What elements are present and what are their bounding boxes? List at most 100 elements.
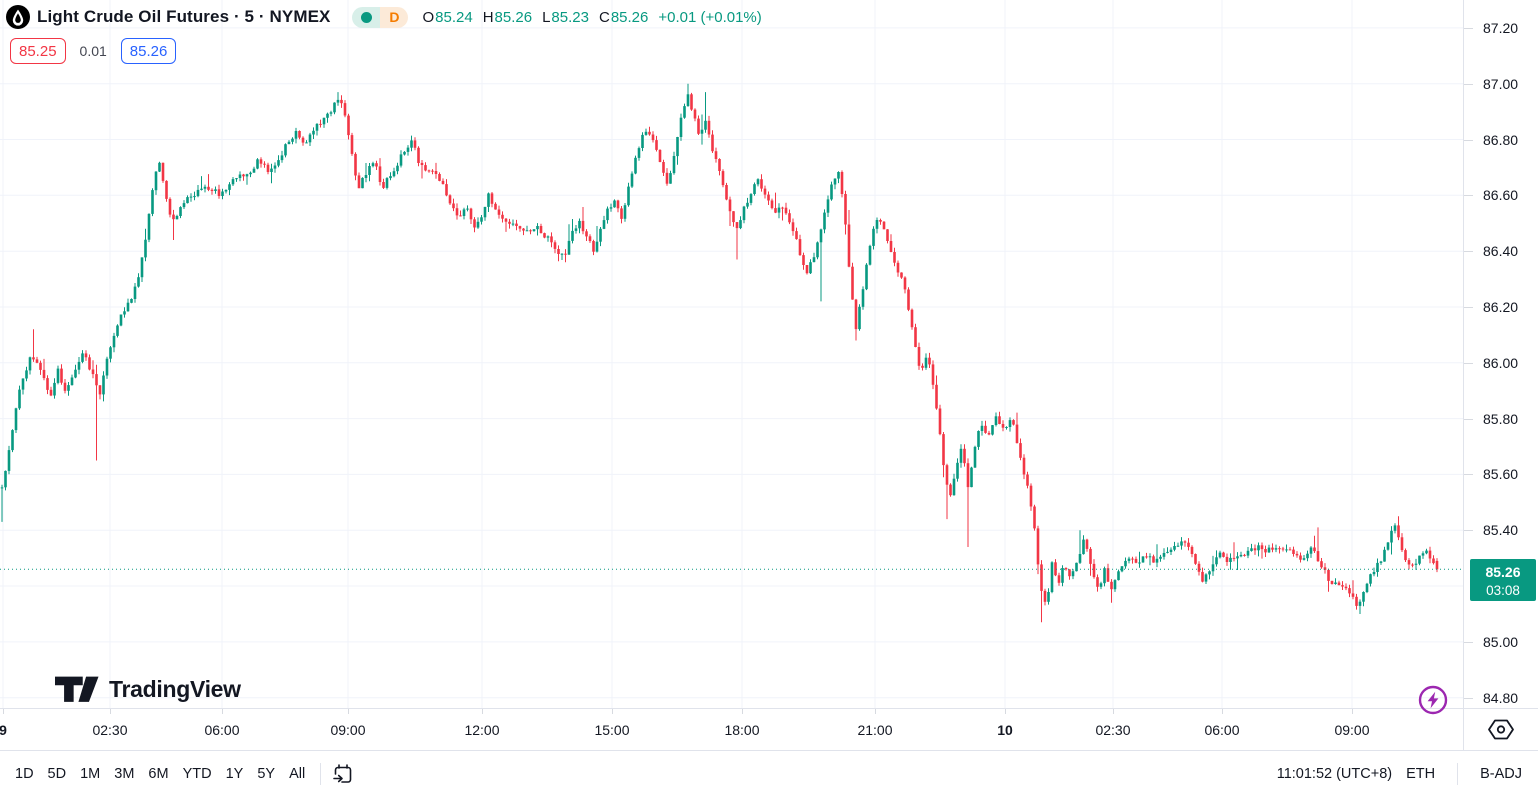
price-tick-label: 85.80	[1483, 411, 1519, 427]
interval-badge: D	[380, 6, 409, 28]
time-tick-label: 09:00	[330, 722, 366, 738]
range-button-3m[interactable]: 3M	[107, 762, 141, 786]
toolbar-divider-right	[1457, 763, 1459, 785]
time-tick-label: 18:00	[724, 722, 760, 738]
open-label: O	[422, 8, 435, 26]
close-value: 85.26	[610, 8, 649, 26]
time-tick-label: 9	[0, 722, 7, 738]
market-open-dot-icon	[360, 11, 372, 23]
session-toggle[interactable]: ETH	[1406, 766, 1436, 782]
sell-button[interactable]: 85.25	[10, 38, 66, 64]
time-tick	[348, 709, 349, 714]
time-tick	[875, 709, 876, 714]
clock-utc[interactable]: 11:01:52 (UTC+8)	[1276, 766, 1393, 782]
range-button-5d[interactable]: 5D	[41, 762, 74, 786]
time-tick-label: 10	[997, 722, 1013, 738]
time-tick-label: 15:00	[594, 722, 630, 738]
time-tick-label: 02:30	[92, 722, 128, 738]
change-value: +0.01 (+0.01%)	[658, 8, 762, 26]
time-tick	[110, 709, 111, 714]
time-tick-label: 02:30	[1095, 722, 1131, 738]
price-tick	[1464, 530, 1473, 531]
price-tick	[1464, 474, 1473, 475]
symbol-title[interactable]: Light Crude Oil Futures · 5 · NYMEX	[37, 7, 331, 26]
last-price-value: 85.26	[1485, 563, 1521, 580]
price-tick-label: 84.80	[1483, 690, 1519, 706]
time-tick	[742, 709, 743, 714]
price-tick	[1464, 363, 1473, 364]
time-tick-label: 06:00	[204, 722, 240, 738]
time-tick-label: 06:00	[1204, 722, 1240, 738]
open-value: 85.24	[435, 8, 473, 26]
watermark-text: TradingView	[109, 676, 241, 702]
price-tick-label: 86.00	[1483, 355, 1519, 371]
oil-drop-icon	[6, 5, 30, 29]
toolbar-separator	[0, 750, 1538, 751]
tradingview-logo-icon	[55, 676, 99, 702]
low-label: L	[542, 8, 551, 26]
range-button-1d[interactable]: 1D	[8, 762, 41, 786]
bar-countdown: 03:08	[1486, 582, 1520, 598]
price-tick	[1464, 195, 1473, 196]
go-to-date-button[interactable]	[329, 762, 358, 786]
range-button-1m[interactable]: 1M	[73, 762, 107, 786]
time-tick-label: 21:00	[857, 722, 893, 738]
price-tick	[1464, 28, 1473, 29]
last-price-label[interactable]: 85.26 03:08	[1470, 559, 1536, 601]
price-tick	[1464, 307, 1473, 308]
hexagon-eye-icon[interactable]	[1486, 718, 1516, 741]
time-tick	[1113, 709, 1114, 714]
boost-button[interactable]	[1418, 685, 1448, 715]
price-tick-label: 86.80	[1483, 132, 1519, 148]
toolbar-divider	[320, 763, 322, 785]
time-tick	[612, 709, 613, 714]
price-tick	[1464, 642, 1473, 643]
close-label: C	[598, 8, 610, 26]
chart-canvas[interactable]	[0, 0, 1463, 708]
price-tick	[1464, 84, 1473, 85]
range-button-all[interactable]: All	[282, 762, 312, 786]
market-status-interval-badge[interactable]: D	[352, 6, 409, 28]
price-tick-label: 87.20	[1483, 20, 1519, 36]
axis-corner	[1464, 709, 1538, 750]
price-tick-label: 86.60	[1483, 187, 1519, 203]
time-tick	[1352, 709, 1353, 714]
time-tick	[482, 709, 483, 714]
tradingview-watermark[interactable]: TradingView	[55, 676, 241, 703]
price-tick-label: 85.60	[1483, 466, 1519, 482]
range-button-ytd[interactable]: YTD	[176, 762, 219, 786]
range-button-1y[interactable]: 1Y	[219, 762, 251, 786]
bid-ask-row: 85.25 0.01 85.26	[10, 38, 762, 64]
price-tick-label: 85.40	[1483, 522, 1519, 538]
time-tick	[3, 709, 4, 714]
time-tick	[1222, 709, 1223, 714]
time-tick-label: 12:00	[464, 722, 500, 738]
price-axis[interactable]: 85.26 03:08 87.20 87.00 86.80 86.60 86.40 86.…	[1464, 0, 1538, 708]
low-value: 85.23	[551, 8, 589, 26]
spread-value: 0.01	[79, 43, 107, 59]
range-button-5y[interactable]: 5Y	[250, 762, 282, 786]
time-tick-label: 09:00	[1334, 722, 1370, 738]
price-tick-label: 87.00	[1483, 76, 1519, 92]
lightning-icon	[1418, 685, 1448, 715]
time-axis[interactable]: 9 02:30 06:00 09:00 12:00 15:00 18:00 21:00 10 02…	[0, 709, 1463, 750]
range-button-6m[interactable]: 6M	[141, 762, 175, 786]
buy-button[interactable]: 85.26	[120, 38, 177, 64]
time-axis-separator	[0, 708, 1538, 709]
bottom-toolbar: 1D 5D 1M 3M 6M YTD 1Y 5Y All 11:01:52 (U…	[0, 751, 1538, 797]
candlestick-chart[interactable]	[0, 0, 1463, 708]
market-status	[352, 6, 381, 28]
time-tick	[222, 709, 223, 714]
price-tick	[1464, 419, 1473, 420]
price-tick	[1464, 698, 1473, 699]
calendar-arrow-icon	[333, 764, 352, 783]
high-label: H	[482, 8, 494, 26]
price-tick-label: 85.00	[1483, 634, 1519, 650]
high-value: 85.26	[494, 8, 533, 26]
time-tick	[1005, 709, 1006, 714]
price-tick-label: 86.40	[1483, 243, 1519, 259]
price-tick	[1464, 251, 1473, 252]
adjustment-toggle[interactable]: B-ADJ	[1480, 766, 1522, 782]
